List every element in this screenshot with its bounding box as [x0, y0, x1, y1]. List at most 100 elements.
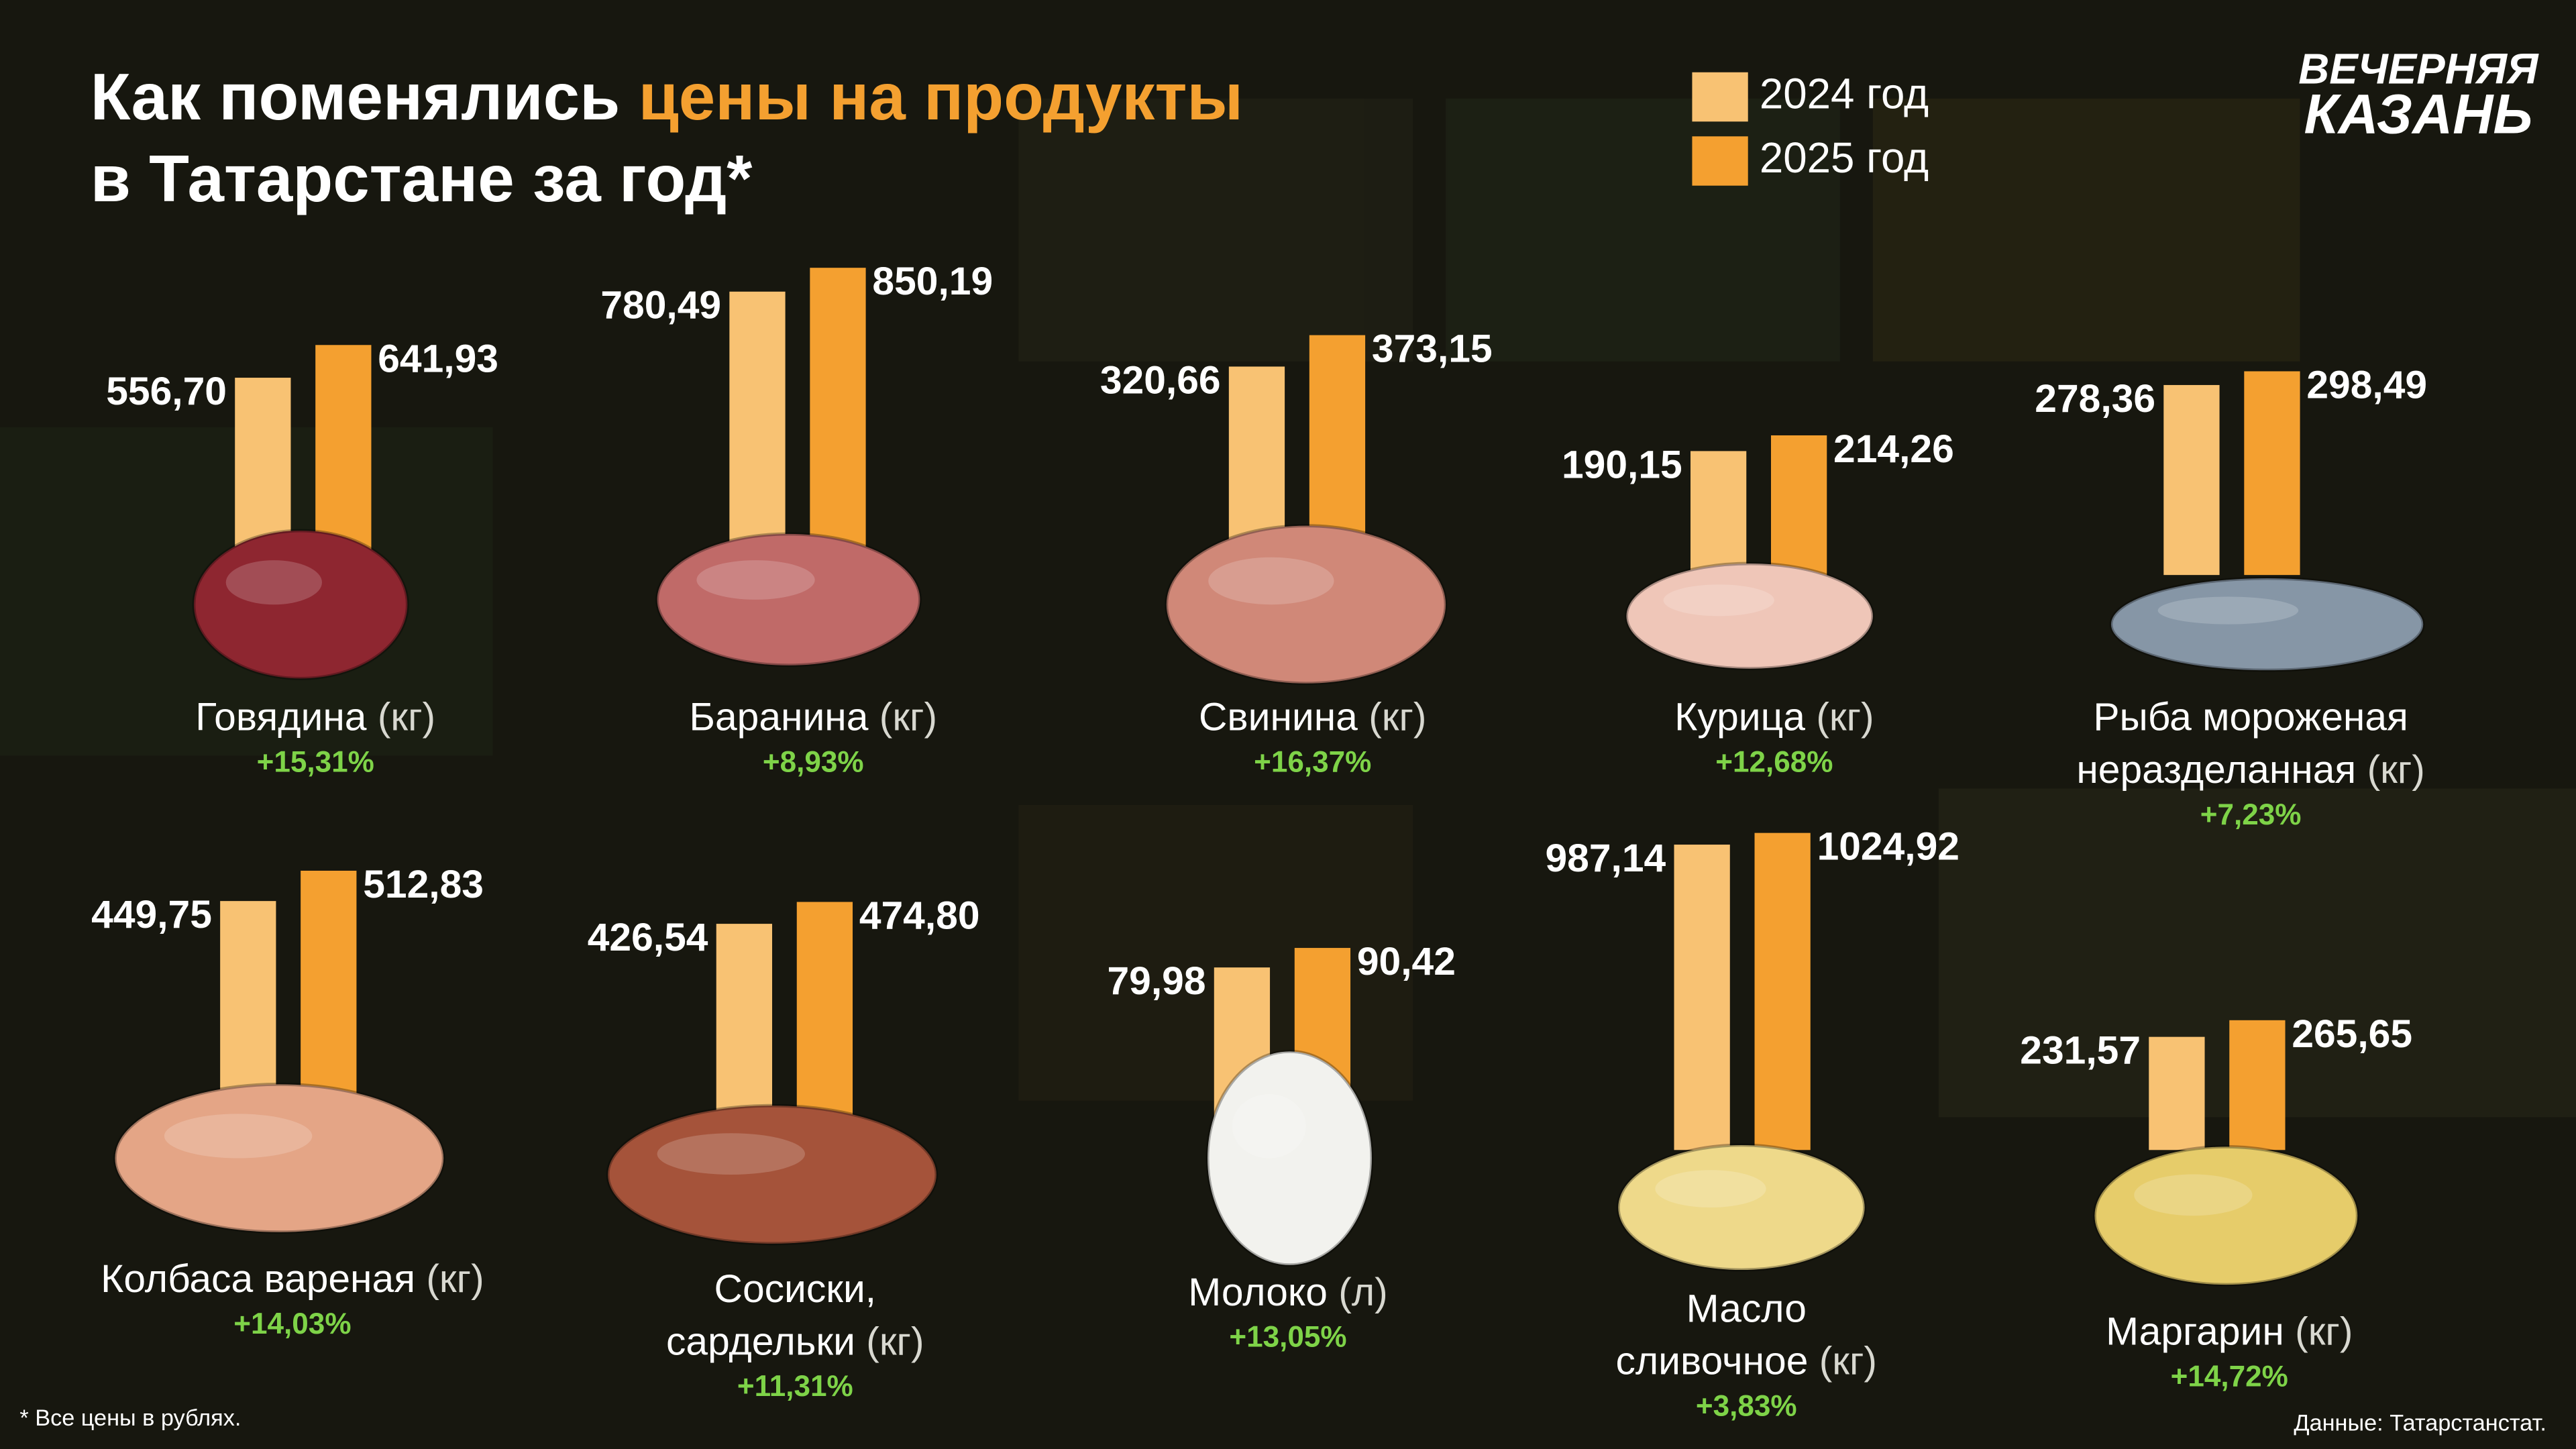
bar	[1674, 845, 1730, 1150]
value-label: 474,80	[859, 894, 980, 938]
product-image	[606, 1104, 938, 1246]
change-label: +3,83%	[1696, 1389, 1797, 1422]
bar	[729, 291, 786, 559]
change-label: +7,23%	[2200, 798, 2302, 831]
product-image	[1625, 561, 1875, 671]
space	[415, 1257, 426, 1301]
legend-label: 2025 год	[1760, 134, 1929, 182]
product-unit: (кг)	[1819, 1339, 1877, 1383]
product-highlight	[1208, 557, 1334, 605]
bar	[2229, 1020, 2286, 1150]
product-name: Молоко (л)	[1188, 1270, 1387, 1313]
change-label: +13,05%	[1229, 1321, 1346, 1354]
change-label: +8,93%	[763, 745, 864, 778]
change-label: +12,68%	[1715, 745, 1833, 778]
value-label: 780,49	[600, 284, 721, 327]
product-highlight	[225, 560, 322, 605]
product-name-text: Говядина	[195, 695, 367, 739]
value-label: 426,54	[588, 916, 708, 959]
product-name-text: сливочное	[1616, 1339, 1809, 1383]
bar	[810, 268, 866, 559]
value-label: 265,65	[2292, 1012, 2412, 1056]
bar	[1771, 435, 1827, 576]
product-name: сливочное (кг)	[1616, 1339, 1878, 1383]
product-image	[1205, 1049, 1374, 1267]
change-label: +16,37%	[1254, 745, 1371, 778]
value-label: 190,15	[1562, 443, 1682, 486]
product-name: Рыба мороженая	[2093, 695, 2408, 739]
product-unit: (кг)	[1816, 695, 1874, 739]
bar	[301, 870, 357, 1118]
product-name: сардельки (кг)	[666, 1320, 924, 1363]
product-highlight	[696, 560, 815, 600]
product-name-text: неразделанная	[2076, 748, 2356, 792]
bar	[1228, 366, 1285, 559]
bar	[2163, 384, 2220, 576]
product-name-text: Рыба мороженая	[2093, 695, 2408, 739]
product-name-text: Молоко	[1188, 1270, 1328, 1313]
product-name: Курица (кг)	[1674, 695, 1874, 739]
product-image	[655, 532, 922, 667]
product-image	[2109, 576, 2425, 672]
title-highlight: цены на продукты	[639, 60, 1243, 133]
value-label: 278,36	[2035, 377, 2155, 421]
space	[1805, 695, 1816, 739]
footnote: * Все цены в рублях.	[19, 1405, 241, 1431]
value-label: 320,66	[1100, 358, 1221, 402]
legend-swatch	[1692, 72, 1748, 122]
source: Данные: Татарстанстат.	[2294, 1410, 2546, 1436]
space	[855, 1320, 866, 1363]
product-unit: (кг)	[879, 695, 937, 739]
value-label: 1024,92	[1817, 825, 1960, 869]
product-name: Масло	[1686, 1287, 1807, 1330]
change-label: +11,31%	[737, 1370, 853, 1403]
space	[1328, 1270, 1338, 1313]
product-highlight	[1655, 1170, 1766, 1208]
product-name: Свинина (кг)	[1199, 695, 1427, 739]
change-label: +14,72%	[2171, 1360, 2288, 1393]
logo-line: КАЗАНЬ	[2304, 83, 2532, 145]
value-label: 556,70	[106, 370, 227, 413]
product-highlight	[2157, 596, 2299, 625]
value-label: 79,98	[1107, 959, 1205, 1003]
product-name-text: Баранина	[689, 695, 868, 739]
product-highlight	[1232, 1094, 1306, 1159]
value-label: 850,19	[872, 260, 993, 303]
value-label: 449,75	[91, 893, 212, 936]
product-name-text: сардельки	[666, 1320, 855, 1363]
title-start: Как поменялись	[91, 60, 639, 133]
product-name-text: Масло	[1686, 1287, 1807, 1330]
product-unit: (кг)	[378, 695, 435, 739]
product-unit: (кг)	[2295, 1309, 2353, 1353]
change-label: +14,03%	[233, 1307, 351, 1340]
product-name: Баранина (кг)	[689, 695, 937, 739]
product-image	[192, 529, 409, 680]
product-image	[1165, 524, 1448, 686]
product-highlight	[164, 1114, 313, 1159]
product-unit: (л)	[1338, 1270, 1387, 1313]
product-name: Маргарин (кг)	[2106, 1309, 2353, 1353]
space	[2356, 748, 2367, 792]
bar	[2149, 1036, 2205, 1150]
legend-label: 2024 год	[1760, 70, 1929, 117]
value-label: 90,42	[1357, 940, 1456, 983]
bar	[1754, 833, 1811, 1150]
space	[2284, 1309, 2295, 1353]
space	[1358, 695, 1368, 739]
space	[367, 695, 378, 739]
product-name-text: Колбаса вареная	[101, 1257, 415, 1301]
value-label: 987,14	[1546, 837, 1666, 880]
title: Как поменялись цены на продукты	[91, 60, 1243, 133]
product-name-text: Свинина	[1199, 695, 1358, 739]
product-highlight	[2134, 1174, 2253, 1216]
product-name-text: Сосиски,	[714, 1267, 877, 1310]
value-label: 298,49	[2306, 363, 2427, 407]
space	[1808, 1339, 1819, 1383]
legend-swatch	[1692, 136, 1748, 186]
product-unit: (кг)	[426, 1257, 484, 1301]
product-name-text: Курица	[1674, 695, 1805, 739]
product-highlight	[1663, 584, 1774, 616]
product-name: неразделанная (кг)	[2076, 748, 2425, 792]
